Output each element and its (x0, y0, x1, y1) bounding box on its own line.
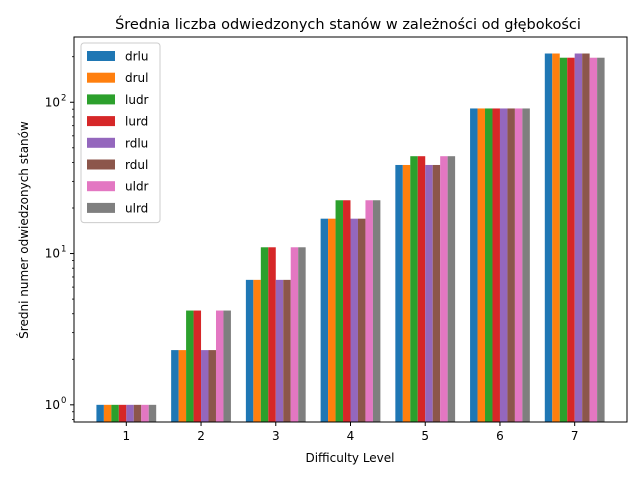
bar-uldr-4 (365, 200, 373, 422)
bar-rdul-4 (357, 218, 366, 422)
bar-drlu-3 (245, 279, 254, 422)
bar-uldr-3 (290, 247, 299, 422)
bar-ludr-5 (410, 156, 418, 422)
legend-swatch-ulrd (87, 202, 115, 213)
y-tick-exponent: 0 (61, 396, 66, 406)
legend-label-rdlu: rdlu (125, 136, 148, 150)
bar-lurd-3 (268, 247, 276, 422)
bar-ulrd-3 (298, 247, 306, 422)
bar-rdul-5 (432, 164, 441, 422)
bar-drlu-5 (395, 164, 403, 422)
chart-title: Średnia liczba odwiedzonych stanów w zal… (115, 15, 581, 33)
bar-drul-5 (402, 164, 411, 422)
bar-rdul-3 (283, 279, 291, 422)
y-tick-exponent: 1 (61, 245, 66, 255)
bar-lurd-2 (193, 310, 202, 422)
y-tick-label: 10 (45, 95, 60, 109)
bar-drul-3 (253, 279, 261, 422)
bar-rdlu-1 (126, 404, 134, 422)
bar-uldr-7 (589, 57, 598, 423)
legend-swatch-drul (87, 72, 115, 83)
bar-ludr-7 (559, 57, 568, 423)
legend-swatch-uldr (87, 181, 115, 192)
x-tick-label: 6 (496, 429, 504, 443)
bar-ludr-3 (260, 247, 269, 422)
y-axis-label: Średni numer odwiedzonych stanów (16, 121, 31, 339)
x-axis: 1 2 3 4 5 6 7 (122, 422, 579, 443)
x-tick-label: 1 (122, 429, 130, 443)
x-tick-label: 5 (421, 429, 429, 443)
bar-drlu-4 (320, 218, 329, 422)
bar-ulrd-7 (597, 57, 605, 423)
bar-uldr-1 (141, 404, 149, 422)
bar-ludr-6 (485, 108, 493, 423)
bar-uldr-6 (514, 108, 523, 423)
legend-label-lurd: lurd (125, 115, 148, 129)
y-tick-exponent: 2 (61, 93, 66, 103)
x-tick-label: 4 (347, 429, 355, 443)
bar-lurd-6 (492, 108, 500, 423)
bar-drlu-6 (470, 108, 478, 423)
bar-drul-6 (477, 108, 486, 423)
legend-label-uldr: uldr (125, 180, 149, 194)
bar-ulrd-2 (223, 310, 231, 422)
legend-box (80, 42, 161, 224)
bar-lurd-1 (118, 404, 127, 422)
bar-drlu-1 (96, 404, 104, 422)
y-tick-label: 10 (45, 247, 60, 261)
x-tick-label: 2 (197, 429, 205, 443)
bar-drul-7 (552, 53, 560, 422)
bar-rdul-7 (582, 53, 590, 422)
bar-drlu-7 (544, 53, 553, 422)
bar-uldr-2 (215, 310, 224, 422)
bar-ludr-2 (186, 310, 194, 422)
bar-rdlu-4 (350, 218, 358, 422)
bar-ulrd-1 (148, 404, 157, 422)
bar-ulrd-6 (522, 108, 530, 423)
bar-drul-2 (178, 350, 187, 422)
bar-lurd-5 (417, 156, 426, 422)
bar-ulrd-5 (447, 156, 456, 422)
x-tick-label: 7 (571, 429, 579, 443)
bar-lurd-7 (567, 57, 575, 423)
legend-swatch-rdul (87, 159, 115, 170)
bar-ludr-1 (111, 404, 119, 422)
legend-label-ludr: ludr (125, 93, 149, 107)
legend-swatch-lurd (87, 116, 115, 127)
bar-rdul-2 (208, 350, 216, 422)
legend-label-rdul: rdul (125, 158, 148, 172)
bar-rdul-1 (133, 404, 142, 422)
bar-ludr-4 (335, 200, 344, 422)
bar-drul-4 (328, 218, 336, 422)
bar-uldr-5 (440, 156, 448, 422)
x-tick-label: 3 (272, 429, 280, 443)
legend: drlu drul ludr lurd rdlu rdul uldr ulrd (80, 42, 161, 224)
legend-swatch-rdlu (87, 137, 115, 148)
legend-label-ulrd: ulrd (125, 201, 148, 215)
bar-rdlu-2 (201, 350, 209, 422)
bar-drul-1 (103, 404, 112, 422)
legend-label-drul: drul (125, 71, 149, 85)
bar-drlu-2 (171, 350, 179, 422)
bar-rdlu-5 (425, 164, 433, 422)
bar-ulrd-4 (372, 200, 381, 422)
bar-rdlu-6 (499, 108, 508, 423)
bar-lurd-4 (343, 200, 351, 422)
bar-rdlu-3 (275, 279, 284, 422)
legend-swatch-ludr (87, 94, 115, 105)
bar-rdlu-7 (574, 53, 583, 422)
x-axis-label: Difficulty Level (305, 451, 394, 465)
y-tick-label: 10 (45, 398, 60, 412)
legend-label-drlu: drlu (125, 50, 149, 64)
bars-layer (96, 53, 605, 423)
legend-swatch-drlu (87, 51, 115, 61)
bar-rdul-6 (507, 108, 515, 423)
